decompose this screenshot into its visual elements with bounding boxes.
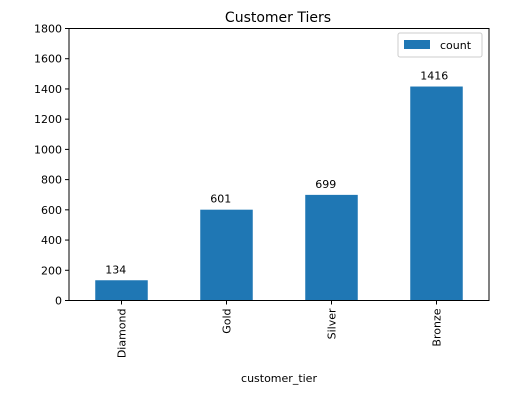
x-tick-label-bronze: Bronze [431, 308, 444, 346]
y-tick-label: 1000 [34, 143, 62, 156]
y-axis: 0 200 400 600 800 1000 1200 1400 1600 1800 [34, 23, 69, 308]
y-tick-label: 600 [41, 204, 62, 217]
bar-silver [305, 194, 358, 301]
y-tick-label: 1600 [34, 53, 62, 66]
chart-title: Customer Tiers [225, 10, 331, 26]
x-axis-label: customer_tier [241, 372, 317, 385]
y-tick-label: 1200 [34, 113, 62, 126]
data-label-diamond: 134 [105, 263, 126, 276]
legend-label-count: count [440, 39, 472, 52]
data-labels: 134 601 699 1416 [105, 70, 448, 277]
y-tick-label: 200 [41, 264, 62, 277]
y-tick-label: 1800 [34, 23, 62, 36]
bars [95, 86, 463, 301]
bar-bronze [410, 86, 463, 301]
y-tick-label: 0 [55, 295, 62, 308]
x-axis: Diamond Gold Silver Bronze [116, 300, 444, 359]
y-tick-label: 800 [41, 174, 62, 187]
plot-frame [68, 28, 490, 301]
legend-box [397, 32, 483, 58]
y-tick-label: 400 [41, 234, 62, 247]
bar-diamond [95, 280, 148, 301]
data-label-gold: 601 [210, 193, 231, 206]
legend-swatch [404, 40, 430, 49]
y-tick-label: 1400 [34, 83, 62, 96]
x-tick-label-silver: Silver [326, 308, 339, 339]
legend: count [397, 32, 483, 58]
x-tick-label-diamond: Diamond [116, 309, 129, 359]
data-label-silver: 699 [315, 178, 336, 191]
bar-gold [200, 209, 253, 301]
x-tick-label-gold: Gold [221, 309, 234, 334]
data-label-bronze: 1416 [420, 70, 448, 83]
